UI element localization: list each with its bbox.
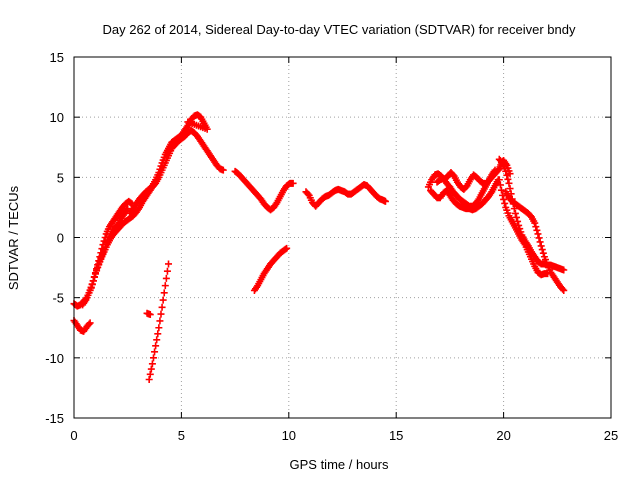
y-tick-label: 0 <box>57 231 64 246</box>
data-point <box>162 274 170 282</box>
x-tick-label: 20 <box>496 428 510 443</box>
y-tick-label: 5 <box>57 170 64 185</box>
data-point <box>381 197 389 205</box>
data-point <box>532 223 540 231</box>
data-point <box>146 370 154 378</box>
y-tick-label: 10 <box>50 110 64 125</box>
data-point <box>149 354 157 362</box>
data-point <box>283 244 291 252</box>
x-tick-label: 5 <box>178 428 185 443</box>
data-point <box>184 118 192 126</box>
data-point <box>538 246 546 254</box>
y-tick-label: -15 <box>45 411 64 426</box>
data-point <box>537 242 545 250</box>
x-tick-label: 15 <box>389 428 403 443</box>
y-axis-label: SDTVAR / TECUs <box>6 185 21 290</box>
data-point <box>512 213 520 221</box>
x-axis-label: GPS time / hours <box>290 457 389 472</box>
data-point <box>88 280 96 288</box>
data-point <box>560 266 568 274</box>
data-point <box>147 365 155 373</box>
data-point <box>161 282 169 290</box>
data-point <box>506 185 514 193</box>
data-point <box>536 238 544 246</box>
data-point <box>145 375 153 383</box>
data-point <box>127 199 135 207</box>
data-point <box>500 195 508 203</box>
data-point <box>501 199 509 207</box>
data-point <box>87 284 95 292</box>
data-layer <box>70 111 568 383</box>
data-point <box>156 317 164 325</box>
data-point <box>160 289 168 297</box>
y-tick-label: -5 <box>52 291 64 306</box>
y-tick-label: -10 <box>45 351 64 366</box>
data-point <box>289 179 297 187</box>
data-point <box>491 166 499 174</box>
data-point <box>534 230 542 238</box>
data-point <box>505 179 513 187</box>
data-point <box>152 342 160 350</box>
data-point <box>304 190 312 198</box>
axis-ticks: 0 5 10 15 20 25 -15 -10 -5 0 5 10 15 <box>45 50 618 443</box>
data-point <box>156 165 164 173</box>
data-point <box>86 319 94 327</box>
data-point <box>497 186 505 194</box>
data-point <box>531 219 539 227</box>
data-point <box>165 260 173 268</box>
data-point <box>496 181 504 189</box>
data-point <box>157 162 165 170</box>
data-point <box>154 330 162 338</box>
data-point <box>503 171 511 179</box>
data-point <box>91 270 99 278</box>
grid <box>74 57 611 418</box>
data-point <box>89 277 97 285</box>
data-point <box>90 273 98 281</box>
data-point <box>495 176 503 184</box>
data-point <box>497 158 505 166</box>
x-tick-label: 0 <box>70 428 77 443</box>
data-point <box>502 167 510 175</box>
data-point <box>163 267 171 275</box>
data-point <box>159 296 167 304</box>
data-point <box>151 348 159 356</box>
data-point <box>511 209 519 217</box>
data-point <box>157 310 165 318</box>
data-point <box>219 166 227 174</box>
data-point <box>533 226 541 234</box>
x-tick-label: 25 <box>604 428 618 443</box>
data-point <box>148 360 156 368</box>
data-point <box>153 336 161 344</box>
data-point <box>155 324 163 332</box>
data-point <box>85 320 93 328</box>
data-point <box>155 169 163 177</box>
chart-title: Day 262 of 2014, Sidereal Day-to-day VTE… <box>102 22 576 37</box>
data-point <box>282 245 290 253</box>
data-point <box>93 267 101 275</box>
data-point <box>560 286 568 294</box>
data-point <box>535 234 543 242</box>
y-tick-label: 15 <box>50 50 64 65</box>
data-point <box>539 249 547 257</box>
data-point <box>158 303 166 311</box>
x-tick-label: 10 <box>282 428 296 443</box>
data-point <box>146 311 154 319</box>
data-point <box>504 175 512 183</box>
data-point <box>559 285 567 293</box>
